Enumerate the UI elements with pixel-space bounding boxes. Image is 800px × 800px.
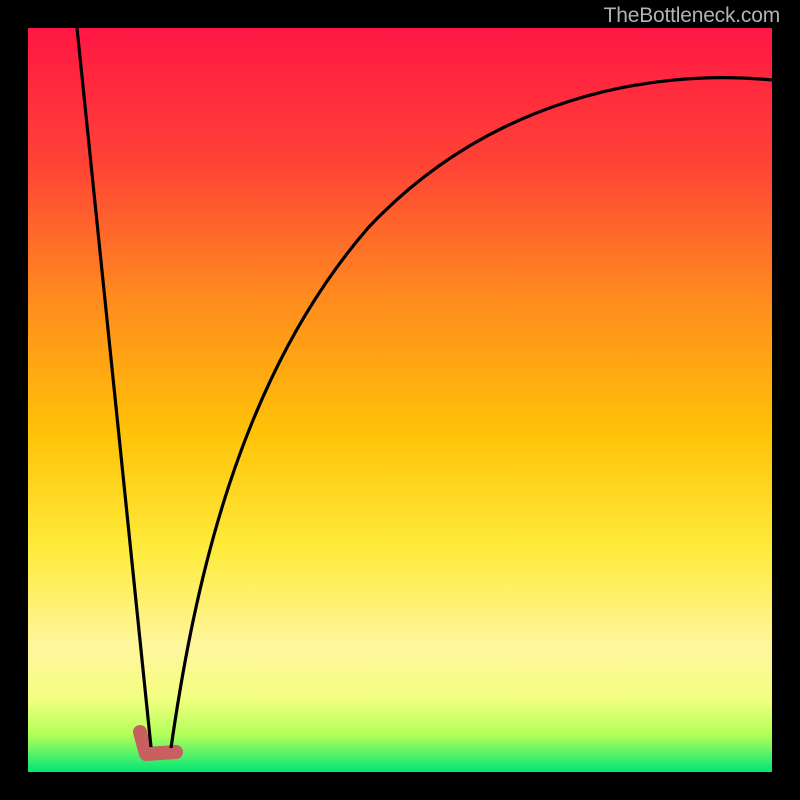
right-curve — [171, 78, 772, 748]
curves-layer — [28, 28, 772, 772]
left-line — [77, 28, 151, 747]
watermark-label: TheBottleneck.com — [604, 4, 780, 28]
plot-area — [28, 28, 772, 772]
chart-container: TheBottleneck.com — [0, 0, 800, 800]
